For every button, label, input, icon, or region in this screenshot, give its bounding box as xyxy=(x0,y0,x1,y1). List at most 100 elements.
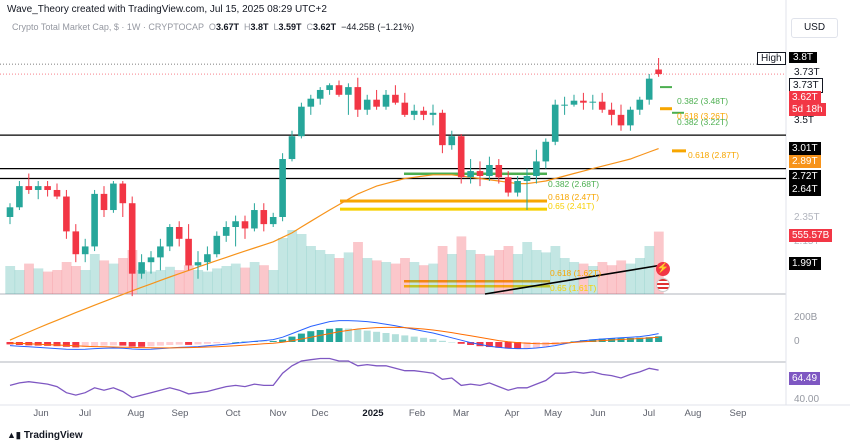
candle-body xyxy=(457,136,465,178)
fib-mark-618-mid xyxy=(672,149,686,153)
month-label: Sep xyxy=(171,408,189,419)
us-flag-icon[interactable] xyxy=(656,278,670,292)
currency-button[interactable]: USD xyxy=(791,18,838,38)
volume-bar xyxy=(99,260,110,294)
signal-line xyxy=(9,326,659,349)
candle-body xyxy=(6,207,14,217)
macd-histogram-bar xyxy=(203,342,211,344)
volume-badge: 555.57B xyxy=(789,229,833,242)
candle-body xyxy=(72,231,80,255)
macd-histogram-bar xyxy=(232,342,240,343)
candle-body xyxy=(382,94,390,107)
volume-bar xyxy=(80,270,91,294)
candle-body xyxy=(16,186,23,208)
candle-body xyxy=(157,246,164,258)
volume-bar xyxy=(447,254,457,294)
candle-body xyxy=(81,246,89,255)
candle-body xyxy=(44,186,51,190)
candle-body xyxy=(279,159,286,217)
macd-histogram-bar xyxy=(222,342,230,343)
month-label: Feb xyxy=(408,408,426,419)
candle-body xyxy=(316,89,324,99)
volume-bar xyxy=(484,255,495,294)
macd-histogram-bar xyxy=(344,328,352,342)
volume-bar xyxy=(89,254,100,294)
candle-body xyxy=(241,221,249,229)
volume-bar xyxy=(155,270,166,294)
volume-bar xyxy=(559,258,570,294)
candle-body xyxy=(251,210,258,229)
candle-body xyxy=(91,193,98,247)
volume-bar xyxy=(221,266,232,294)
candle-body xyxy=(580,100,587,103)
month-label: May xyxy=(544,408,562,419)
fib-label: 0.382 (3.22T) xyxy=(677,117,729,127)
price-tick: 3.73T xyxy=(794,67,820,78)
volume-bar xyxy=(512,254,523,294)
volume-bar xyxy=(635,258,645,294)
volume-bar xyxy=(42,271,53,294)
candle-body xyxy=(570,100,578,105)
candle-body xyxy=(636,99,644,110)
candle-body xyxy=(335,85,343,95)
volume-bar xyxy=(306,246,316,294)
volume-bar xyxy=(418,265,429,294)
current-price-badge: 3.62T xyxy=(789,91,821,104)
macd-histogram-bar xyxy=(523,342,531,349)
volume-bar xyxy=(193,270,204,294)
candle-body xyxy=(448,136,456,146)
candle-body xyxy=(166,227,174,247)
candle-body xyxy=(598,101,606,110)
last-price-badge: 3.73T xyxy=(789,78,823,93)
macd-histogram-bar xyxy=(297,333,305,342)
volume-bar xyxy=(230,263,241,294)
volume-bar xyxy=(550,246,561,294)
volume-bar xyxy=(437,246,448,294)
close-label: C xyxy=(306,22,314,32)
volume-bar xyxy=(343,252,354,294)
candle-body xyxy=(307,98,315,107)
macd-histogram-bar xyxy=(128,342,136,347)
macd-histogram-bar xyxy=(138,342,146,347)
high-label: H xyxy=(243,22,251,32)
candle-body xyxy=(147,257,155,263)
volume-bar xyxy=(531,250,542,294)
countdown-badge: 5d 18h xyxy=(789,103,826,116)
ema-line xyxy=(9,148,659,341)
lightning-icon[interactable]: ⚡ xyxy=(656,262,670,276)
macd-histogram-bar xyxy=(316,330,324,342)
month-label: Dec xyxy=(311,408,329,419)
macd-histogram-bar xyxy=(109,342,117,346)
low-value: 3.59T xyxy=(278,22,302,32)
candle-body xyxy=(204,254,211,263)
volume-bar xyxy=(249,262,260,294)
volume-bar xyxy=(277,238,288,294)
volume-bar xyxy=(240,267,251,294)
candle-body xyxy=(486,164,493,177)
candle-body xyxy=(533,161,540,177)
volume-bar xyxy=(61,262,72,294)
high-value: 3.8T xyxy=(250,22,269,32)
candle-body xyxy=(345,87,352,95)
candle-body xyxy=(627,109,634,126)
macd-histogram-bar xyxy=(53,342,61,347)
macd-histogram-bar xyxy=(401,335,409,342)
candle-body xyxy=(439,112,446,146)
fib-label: 0.618 (3.26T) xyxy=(677,111,729,121)
rsi-layer xyxy=(9,357,659,399)
month-label: Jun xyxy=(590,408,606,419)
macd-histogram-bar xyxy=(410,336,418,342)
fib-zone-65 xyxy=(340,207,547,211)
macd-histogram-bar xyxy=(354,329,362,342)
fib-zone-618-low xyxy=(404,280,550,283)
volume-bar xyxy=(409,262,420,294)
macd-histogram-bar xyxy=(335,328,343,342)
candle-body xyxy=(467,171,474,178)
fib-zone-618 xyxy=(340,199,547,203)
close-value: 3.62T xyxy=(313,22,337,32)
month-label-year: 2025 xyxy=(362,408,384,419)
fib-zones-layer xyxy=(340,86,686,288)
macd-histogram-bar xyxy=(420,337,428,342)
volume-bar xyxy=(597,262,608,294)
